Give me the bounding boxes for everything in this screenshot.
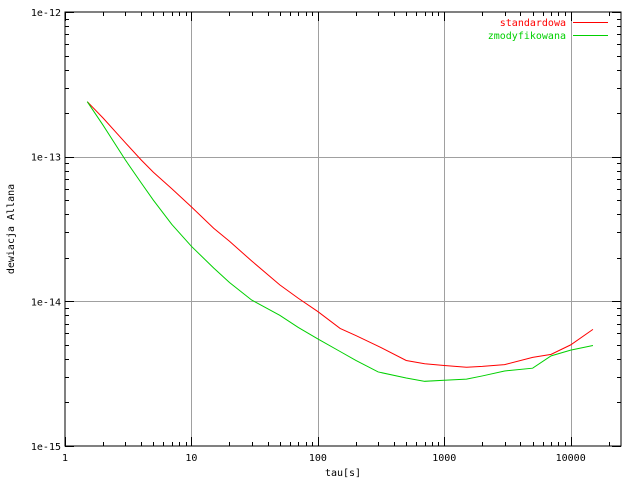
legend-label: zmodyfikowana: [488, 31, 566, 42]
plot-frame: [64, 11, 622, 447]
x-axis-label: tau[s]: [325, 468, 361, 479]
y-tick-label: 1e-14: [31, 297, 61, 308]
y-axis-label: dewiacja Allana: [6, 184, 17, 274]
series-line-standardowa: [86, 101, 594, 368]
series-lines: [86, 101, 594, 382]
series-line-zmodyfikowana: [86, 101, 594, 382]
legend: standardowa zmodyfikowana: [488, 18, 608, 42]
x-tick-label: 10000: [556, 453, 586, 464]
x-tick-label: 100: [309, 453, 327, 464]
tick-labels: 1 10 100 1000 10000 1e-15 1e-14 1e-13 1e-12: [31, 8, 586, 464]
y-tick-label: 1e-13: [31, 153, 61, 164]
y-tick-label: 1e-15: [31, 442, 61, 453]
legend-label: standardowa: [500, 18, 566, 29]
y-tick-label: 1e-12: [31, 8, 61, 19]
x-tick-label: 10: [185, 453, 197, 464]
grid-lines: [65, 12, 621, 446]
x-tick-label: 1: [62, 453, 68, 464]
x-tick-label: 1000: [432, 453, 456, 464]
